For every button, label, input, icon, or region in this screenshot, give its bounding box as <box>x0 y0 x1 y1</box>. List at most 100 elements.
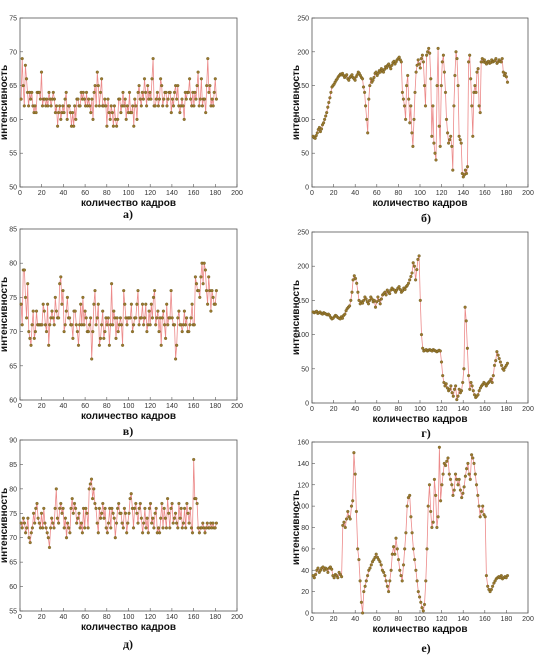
data-point <box>194 497 198 501</box>
data-point <box>186 90 191 94</box>
data-point <box>317 125 321 130</box>
data-point <box>195 501 199 506</box>
data-point <box>74 323 78 327</box>
data-point <box>61 289 65 293</box>
data-point <box>112 104 116 108</box>
data-point <box>41 526 45 530</box>
data-point <box>205 84 209 88</box>
data-point <box>413 90 417 94</box>
data-point <box>123 511 128 515</box>
data-point <box>430 134 434 138</box>
data-point <box>196 70 200 74</box>
panel-caption: б) <box>421 211 431 225</box>
data-point <box>119 111 123 115</box>
data-point <box>74 506 78 510</box>
data-point <box>75 330 79 334</box>
data-point <box>353 276 358 281</box>
data-point <box>486 584 490 588</box>
chart-4: 0 20 40 60 80 100 120 140 160 180 200 0 50 100 150 200 2… <box>291 230 534 441</box>
data-point <box>187 330 191 334</box>
data-point <box>23 63 27 67</box>
data-point <box>408 493 412 497</box>
data-point <box>209 309 213 313</box>
data-point <box>479 509 484 514</box>
data-point <box>92 90 96 94</box>
data-point <box>52 323 56 327</box>
x-tick-label: 0 <box>310 406 314 413</box>
data-point <box>422 84 427 88</box>
data-point <box>182 309 186 313</box>
data-point <box>58 282 62 286</box>
data-point <box>39 511 44 515</box>
data-point <box>21 516 25 520</box>
data-point <box>323 117 327 121</box>
data-point <box>120 521 124 525</box>
plot-frame <box>19 439 238 612</box>
data-point <box>99 516 103 520</box>
panel-caption: д) <box>123 637 133 651</box>
data-point <box>71 111 75 115</box>
data-point <box>483 515 487 519</box>
data-point <box>38 97 42 101</box>
data-point <box>117 501 121 506</box>
data-point <box>432 477 436 481</box>
data-point <box>176 526 180 530</box>
data-point <box>366 131 370 135</box>
data-point <box>332 576 336 580</box>
data-point <box>398 568 402 572</box>
data-point <box>325 567 329 571</box>
data-point <box>29 97 33 101</box>
data-point <box>404 531 408 535</box>
data-point <box>64 536 69 540</box>
data-point <box>197 289 201 293</box>
y-tick-label: 70 <box>9 535 17 542</box>
data-point <box>37 521 41 525</box>
data-point <box>26 282 30 286</box>
data-point <box>86 526 90 530</box>
data-point <box>436 515 440 519</box>
y-tick-label: 65 <box>9 83 17 90</box>
data-point <box>409 515 413 519</box>
data-point <box>138 501 142 506</box>
data-point <box>95 70 99 74</box>
data-point <box>106 521 111 525</box>
y-tick-label: 50 <box>301 366 309 373</box>
data-point <box>29 343 33 347</box>
data-point <box>100 323 104 327</box>
x-tick-label: 0 <box>18 614 22 621</box>
data-point <box>343 525 347 530</box>
x-axis-label: количество кадров <box>372 198 467 209</box>
x-tick-label: 100 <box>414 616 426 623</box>
x-tick-label: 160 <box>479 406 491 413</box>
data-point <box>371 78 375 82</box>
y-tick-label: 55 <box>9 609 17 616</box>
data-point <box>345 73 349 77</box>
data-point <box>437 124 441 128</box>
data-point <box>51 316 55 320</box>
x-tick-label: 0 <box>18 403 22 410</box>
data-point <box>172 323 177 327</box>
data-point <box>450 391 454 395</box>
x-tick-label: 160 <box>188 190 200 197</box>
data-point <box>399 574 403 578</box>
data-point <box>201 282 205 286</box>
data-point <box>211 104 215 108</box>
data-point <box>160 84 164 88</box>
data-point <box>204 111 208 115</box>
data-point <box>491 584 495 588</box>
x-tick-label: 140 <box>166 614 178 621</box>
plot-frame <box>311 231 529 404</box>
data-point <box>426 504 430 508</box>
data-point <box>103 97 107 101</box>
data-point <box>431 520 435 524</box>
data-point <box>448 138 452 142</box>
data-point <box>370 297 374 301</box>
data-point <box>118 97 122 101</box>
data-point <box>341 523 345 527</box>
y-tick-label: 100 <box>297 332 309 339</box>
data-point <box>505 574 510 578</box>
chart-6: 0 20 40 60 80 100 120 140 160 180 200 0 20 40 60 80 100 1… <box>291 440 534 656</box>
data-point <box>165 302 169 306</box>
data-point <box>352 274 356 278</box>
